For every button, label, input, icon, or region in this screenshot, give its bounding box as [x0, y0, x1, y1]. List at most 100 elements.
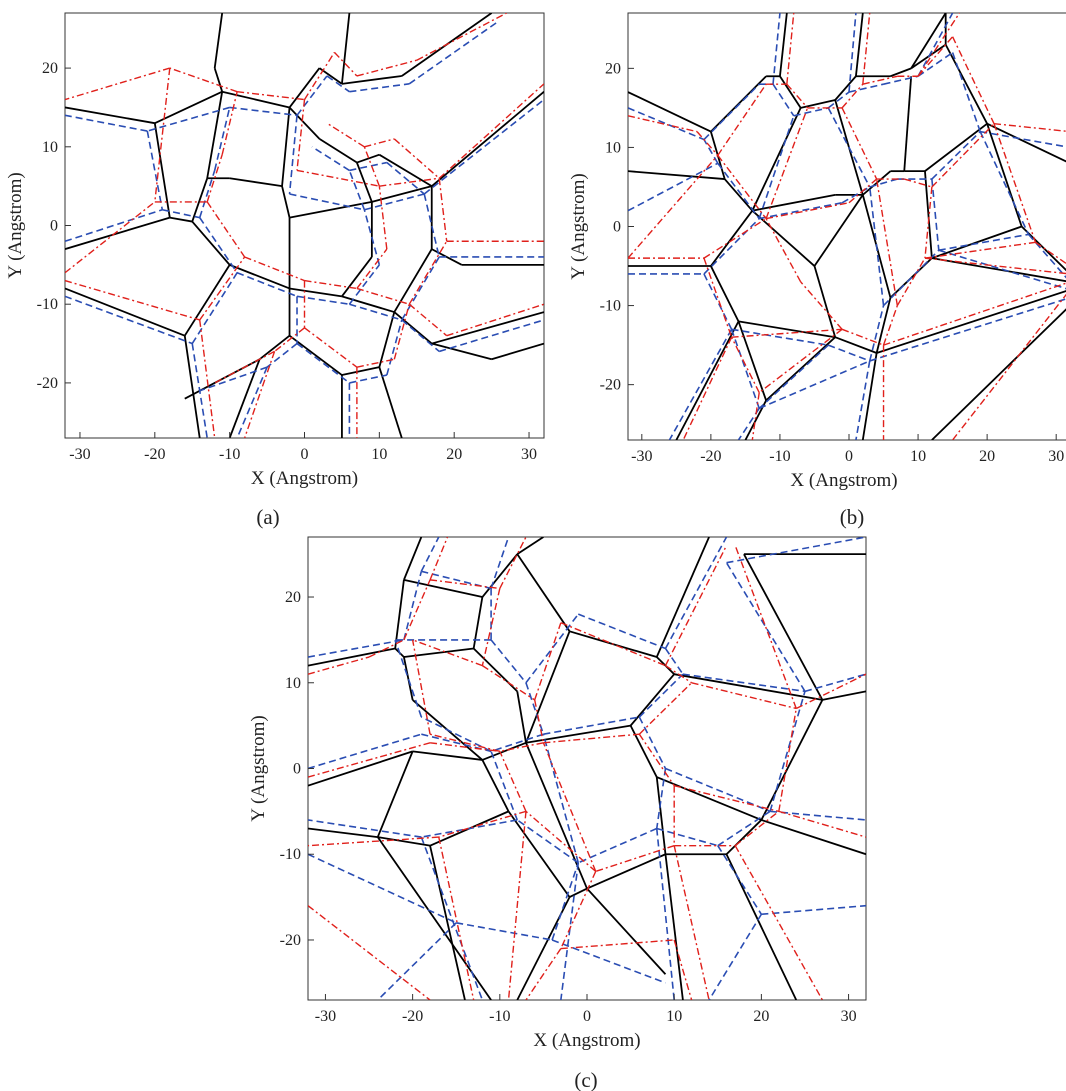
boundary-segment-dashed: [759, 201, 843, 220]
boundary-segment-dashed: [65, 208, 163, 243]
y-tick-label: 0: [293, 761, 301, 778]
boundary-segment-solid: [308, 647, 396, 667]
boundary-segment-dashdot: [542, 742, 597, 872]
boundary-segment-dashdot: [237, 91, 305, 101]
boundary-segment-dashed: [296, 75, 328, 116]
x-tick-label: -20: [700, 448, 721, 465]
boundary-segment-solid: [259, 334, 291, 361]
x-tick-label: -30: [631, 448, 652, 465]
boundary-segment-dashdot: [65, 67, 170, 101]
boundary-segment-dashdot: [560, 939, 675, 950]
boundary-segment-dashed: [349, 83, 410, 93]
boundary-segment-solid: [813, 265, 837, 338]
boundary-segment-solid: [655, 537, 710, 658]
boundary-segment-solid: [751, 210, 816, 267]
boundary-segment-dashed: [420, 537, 440, 572]
boundary-segment-dashed: [628, 107, 705, 141]
boundary-segment-dashdot: [214, 350, 275, 384]
boundary-segment-dashed: [199, 217, 238, 274]
boundary-segment-dashdot: [734, 810, 780, 847]
boundary-segment-dashed: [147, 106, 230, 132]
boundary-segment-solid: [931, 225, 1022, 259]
boundary-segment-dashed: [516, 819, 579, 864]
plot-area: [307, 536, 867, 1001]
x-tick-label: 0: [301, 446, 309, 463]
boundary-segment-dashed: [703, 218, 760, 275]
boundary-segment-dashdot: [841, 107, 878, 180]
boundary-segment-dashdot: [786, 13, 795, 85]
boundary-segment-dashdot: [416, 13, 507, 61]
boundary-segment-dashed: [938, 233, 1029, 252]
boundary-segment-dashdot: [734, 545, 797, 709]
boundary-segment-solid: [507, 810, 571, 898]
x-tick-label: 0: [845, 448, 853, 465]
boundary-segment-solid: [761, 819, 866, 856]
boundary-segment-dashed: [577, 613, 666, 650]
x-tick-label: -20: [402, 1008, 423, 1025]
boundary-segment-solid: [903, 76, 913, 172]
boundary-segment-dashdot: [507, 811, 527, 1000]
boundary-segment-solid: [628, 170, 725, 180]
x-axis-label: X (Angstrom): [251, 468, 358, 489]
plot-lines: [308, 537, 866, 1000]
boundary-segment-solid: [183, 264, 231, 337]
plot-lines: [65, 13, 544, 438]
boundary-segment-dashed: [349, 161, 387, 172]
boundary-segment-dashdot: [333, 51, 358, 77]
boundary-segment-solid: [281, 107, 291, 187]
boundary-segment-dashed: [525, 613, 579, 684]
boundary-segment-dashed: [769, 691, 806, 812]
boundary-segment-solid: [752, 193, 836, 212]
boundary-segment-dashed: [348, 264, 380, 305]
boundary-segment-dashdot: [691, 682, 797, 710]
y-tick-label: -10: [37, 296, 58, 313]
boundary-segment-solid: [288, 334, 343, 376]
boundary-segment-dashdot: [673, 845, 710, 1000]
x-tick-label: 10: [666, 1008, 682, 1025]
boundary-segment-dashdot: [364, 138, 395, 148]
y-tick-label: 20: [605, 60, 621, 77]
boundary-segment-dashdot: [543, 733, 640, 744]
boundary-segment-solid: [308, 827, 378, 838]
boundary-segment-dashdot: [308, 836, 439, 847]
y-axis-label: Y (Angstrom): [5, 172, 26, 278]
boundary-segment-dashed: [980, 130, 1066, 148]
boundary-segment-solid: [834, 75, 857, 101]
boundary-segment-dashed: [682, 673, 806, 693]
boundary-segment-dashdot: [717, 83, 767, 156]
boundary-segment-dashdot: [429, 733, 500, 753]
x-tick-label: 30: [1048, 448, 1064, 465]
boundary-segment-dashdot: [481, 588, 501, 666]
panel-label: (b): [840, 505, 865, 529]
boundary-segment-dashdot: [244, 256, 305, 282]
boundary-segment-solid: [153, 123, 171, 218]
boundary-segment-dashed: [668, 328, 733, 440]
boundary-segment-dashed: [628, 162, 719, 212]
x-tick-label: 10: [371, 446, 387, 463]
boundary-segment-dashdot: [862, 75, 898, 85]
boundary-segment-dashdot: [778, 708, 797, 812]
boundary-segment-dashdot: [206, 201, 246, 258]
boundary-segment-dashdot: [274, 327, 305, 352]
boundary-segment-dashdot: [717, 154, 767, 220]
boundary-segment-dashdot: [993, 123, 1066, 132]
boundary-segment-dashed: [772, 83, 795, 117]
boundary-segment-solid: [206, 91, 224, 179]
boundary-segment-dashed: [664, 648, 684, 675]
boundary-segment-dashdot: [243, 351, 276, 438]
panel-c: -30 -20 -10 0 10 20 30 -20 -10 0 10 20 X (Angstrom) Y…: [248, 536, 867, 1091]
boundary-segment-dashed: [408, 20, 500, 85]
boundary-segment-solid: [378, 153, 433, 187]
boundary-segment-dashdot: [765, 218, 802, 283]
x-tick-label: 20: [446, 446, 462, 463]
boundary-segment-solid: [725, 819, 763, 855]
boundary-segment-dashed: [655, 768, 667, 829]
x-tick-label: 30: [841, 1008, 857, 1025]
x-tick-label: -10: [219, 446, 240, 463]
panel-a: -30 -20 -10 0 10 20 30 -20 -10 0 10 20 X (Angstrom) Y…: [5, 12, 545, 529]
boundary-segment-dashed: [827, 344, 871, 362]
boundary-segment-solid: [191, 220, 231, 266]
boundary-segment-dashdot: [904, 178, 933, 188]
boundary-segment-dashed: [326, 75, 350, 93]
